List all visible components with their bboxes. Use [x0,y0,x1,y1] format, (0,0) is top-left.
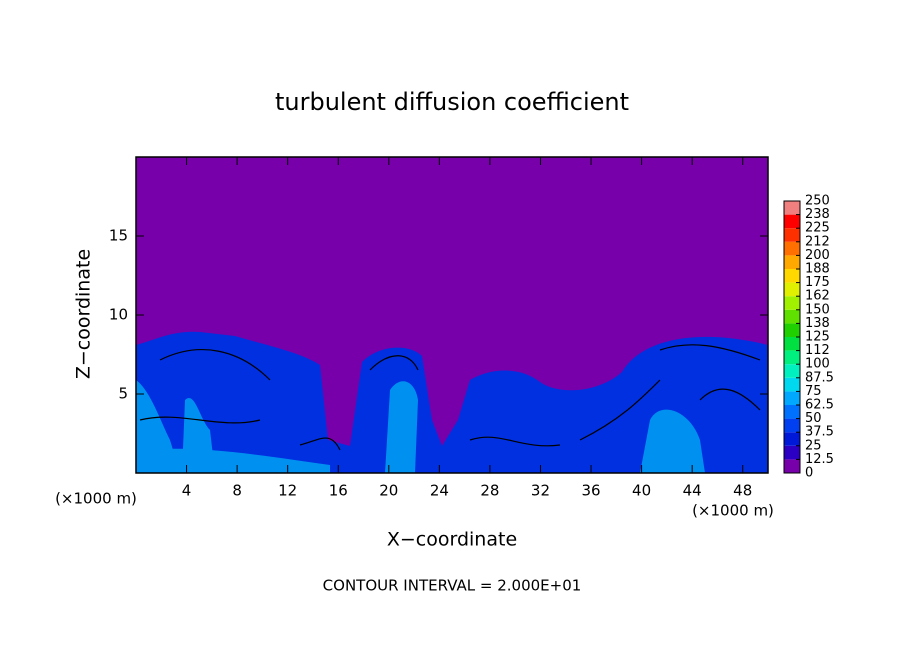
colorbar-label: 200 [805,248,830,263]
contour-line [139,344,761,451]
colorbar-swatch [784,391,800,405]
x-tick-label: 4 [182,482,192,500]
x-unit-label: (×1000 m) [55,490,137,508]
colorbar-label: 188 [805,262,830,277]
colorbar-label: 112 [805,343,830,358]
chart-title: turbulent diffusion coefficient [275,88,629,116]
field [135,156,769,474]
x-tick-label: 12 [278,482,297,500]
colorbar-swatch [784,377,800,392]
x-unit-label: (×1000 m) [692,502,774,520]
colorbar-label: 50 [805,411,822,426]
colorbar-swatch [784,364,800,378]
colorbar-swatch [784,418,800,433]
x-tick-label: 32 [531,482,550,500]
x-tick-label: 24 [430,482,449,500]
y-tick-label: 5 [118,385,128,403]
y-tick-label: 10 [109,306,128,324]
colorbar-label: 238 [805,207,830,222]
y-axis-label: Z−coordinate [73,249,95,379]
x-tick-label: 36 [581,482,600,500]
colorbar-swatch [784,214,800,229]
colorbar-label: 175 [805,275,830,290]
colorbar-label: 138 [805,316,830,331]
colorbar-swatch [784,296,800,310]
colorbar-swatch [784,201,800,215]
colorbar-label: 25 [805,438,822,453]
colorbar-swatch [784,350,800,365]
colorbar-swatch [784,337,800,351]
colorbar-label: 225 [805,221,830,236]
field-region [136,380,705,473]
colorbar-label: 100 [805,357,830,372]
x-tick-label: 28 [480,482,499,500]
colorbar-swatch [784,459,800,473]
colorbar-swatch [784,282,800,297]
colorbar-label: 250 [805,194,830,209]
x-axis-label: X−coordinate [387,529,517,551]
colorbar-swatch [784,432,800,446]
colorbar-label: 75 [805,384,822,399]
colorbar-swatch [784,323,800,337]
colorbar-label: 125 [805,330,830,345]
x-tick-label: 20 [379,482,398,500]
x-tick-label: 16 [329,482,348,500]
footnote: CONTOUR INTERVAL = 2.000E+01 [323,577,582,595]
colorbar-label: 212 [805,234,830,249]
colorbar-label: 12.5 [805,452,834,467]
colorbar-label: 150 [805,302,830,317]
colorbar-swatch [784,405,800,419]
colorbar-swatch [784,269,800,283]
x-tick-label: 48 [733,482,752,500]
colorbar-swatch [784,228,800,242]
colorbar-label: 37.5 [805,425,834,440]
y-tick-label: 15 [109,227,128,245]
x-tick-label: 8 [232,482,242,500]
field-region [136,331,768,473]
x-tick-label: 44 [683,482,702,500]
colorbar-label: 162 [805,289,830,304]
colorbar-swatch [784,445,800,460]
colorbar-swatch [784,255,800,269]
colorbar-label: 0 [805,466,813,481]
colorbar-label: 87.5 [805,370,834,385]
colorbar-label: 62.5 [805,398,834,413]
x-tick-label: 40 [632,482,651,500]
colorbar-swatch [784,241,800,256]
colorbar-swatch [784,309,800,324]
